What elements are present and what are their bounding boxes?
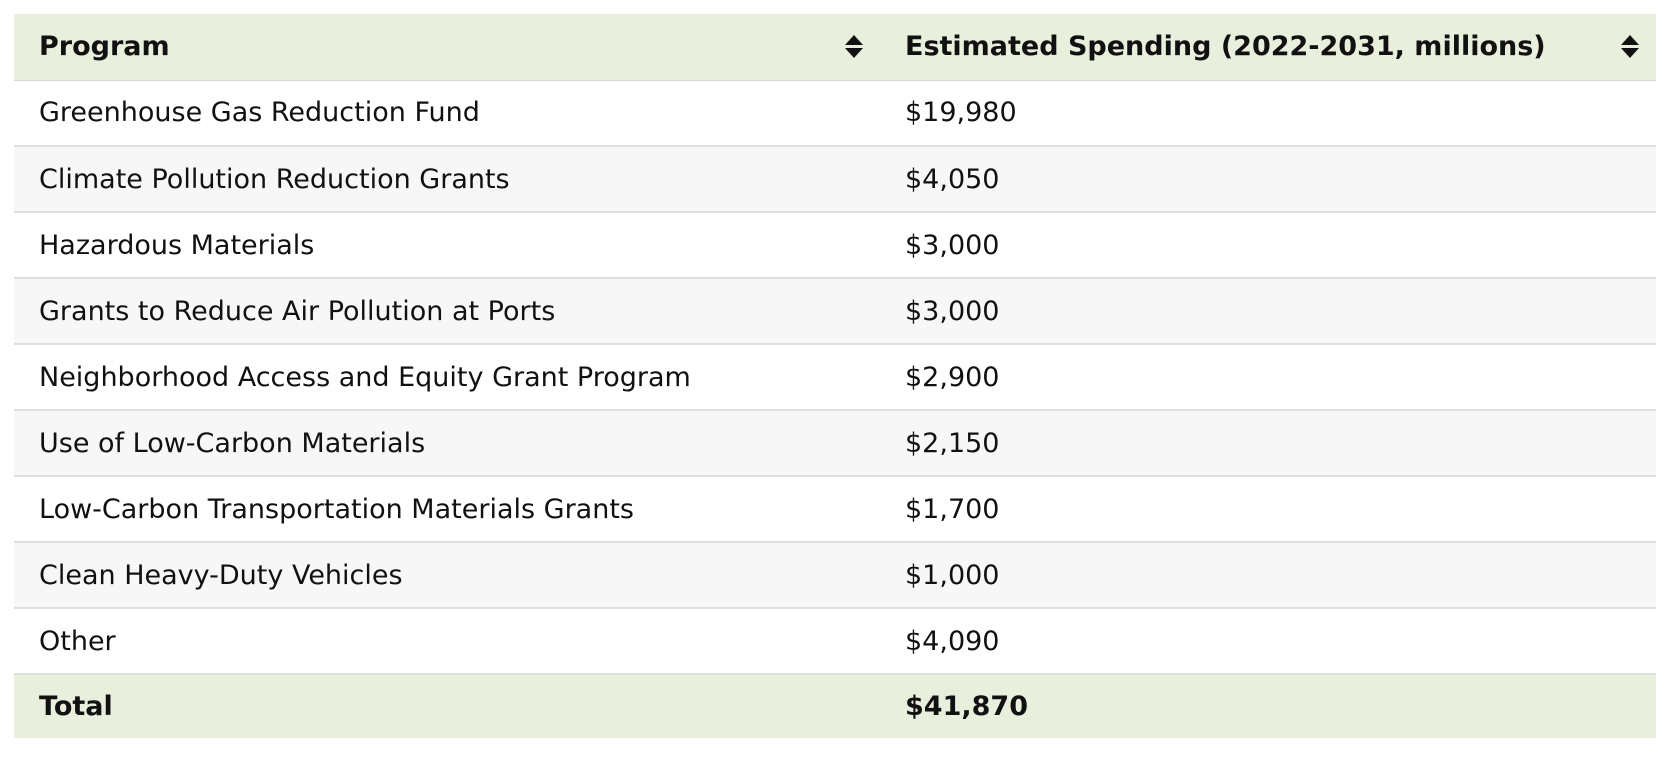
- spending-cell: $3,000: [880, 212, 1656, 279]
- table-row: Neighborhood Access and Equity Grant Pro…: [14, 344, 1656, 411]
- column-header-program-label: Program: [39, 31, 170, 63]
- program-cell: Use of Low-Carbon Materials: [14, 410, 880, 477]
- table-row: Climate Pollution Reduction Grants $4,05…: [14, 146, 1656, 213]
- spending-table-container: Program Estimated Spending (2022-2031, m…: [14, 14, 1656, 738]
- total-row: Total $41,870: [14, 674, 1656, 738]
- column-header-spending-label: Estimated Spending (2022-2031, millions): [905, 31, 1546, 63]
- table-row: Greenhouse Gas Reduction Fund $19,980: [14, 80, 1656, 147]
- program-cell: Neighborhood Access and Equity Grant Pro…: [14, 344, 880, 411]
- program-cell: Other: [14, 608, 880, 675]
- spending-cell: $1,700: [880, 476, 1656, 543]
- program-cell: Clean Heavy-Duty Vehicles: [14, 542, 880, 609]
- program-cell: Grants to Reduce Air Pollution at Ports: [14, 278, 880, 345]
- spending-cell: $19,980: [880, 80, 1656, 147]
- program-cell: Climate Pollution Reduction Grants: [14, 146, 880, 213]
- table-row: Other $4,090: [14, 608, 1656, 675]
- table-row: Grants to Reduce Air Pollution at Ports …: [14, 278, 1656, 345]
- spending-cell: $2,900: [880, 344, 1656, 411]
- spending-cell: $2,150: [880, 410, 1656, 477]
- table-body: Greenhouse Gas Reduction Fund $19,980 Cl…: [14, 80, 1656, 675]
- table-row: Low-Carbon Transportation Materials Gran…: [14, 476, 1656, 543]
- spending-table: Program Estimated Spending (2022-2031, m…: [14, 14, 1656, 738]
- spending-cell: $1,000: [880, 542, 1656, 609]
- total-value: $41,870: [880, 674, 1656, 738]
- program-cell: Hazardous Materials: [14, 212, 880, 279]
- spending-cell: $4,050: [880, 146, 1656, 213]
- table-header: Program Estimated Spending (2022-2031, m…: [14, 14, 1656, 81]
- program-cell: Low-Carbon Transportation Materials Gran…: [14, 476, 880, 543]
- sort-icon[interactable]: [1620, 33, 1640, 61]
- column-header-spending[interactable]: Estimated Spending (2022-2031, millions): [880, 14, 1656, 81]
- table-row: Clean Heavy-Duty Vehicles $1,000: [14, 542, 1656, 609]
- table-row: Hazardous Materials $3,000: [14, 212, 1656, 279]
- column-header-program[interactable]: Program: [14, 14, 880, 81]
- table-footer: Total $41,870: [14, 674, 1656, 738]
- header-row: Program Estimated Spending (2022-2031, m…: [14, 14, 1656, 81]
- spending-cell: $3,000: [880, 278, 1656, 345]
- table-row: Use of Low-Carbon Materials $2,150: [14, 410, 1656, 477]
- sort-icon[interactable]: [844, 33, 864, 61]
- total-label: Total: [14, 674, 880, 738]
- program-cell: Greenhouse Gas Reduction Fund: [14, 80, 880, 147]
- spending-cell: $4,090: [880, 608, 1656, 675]
